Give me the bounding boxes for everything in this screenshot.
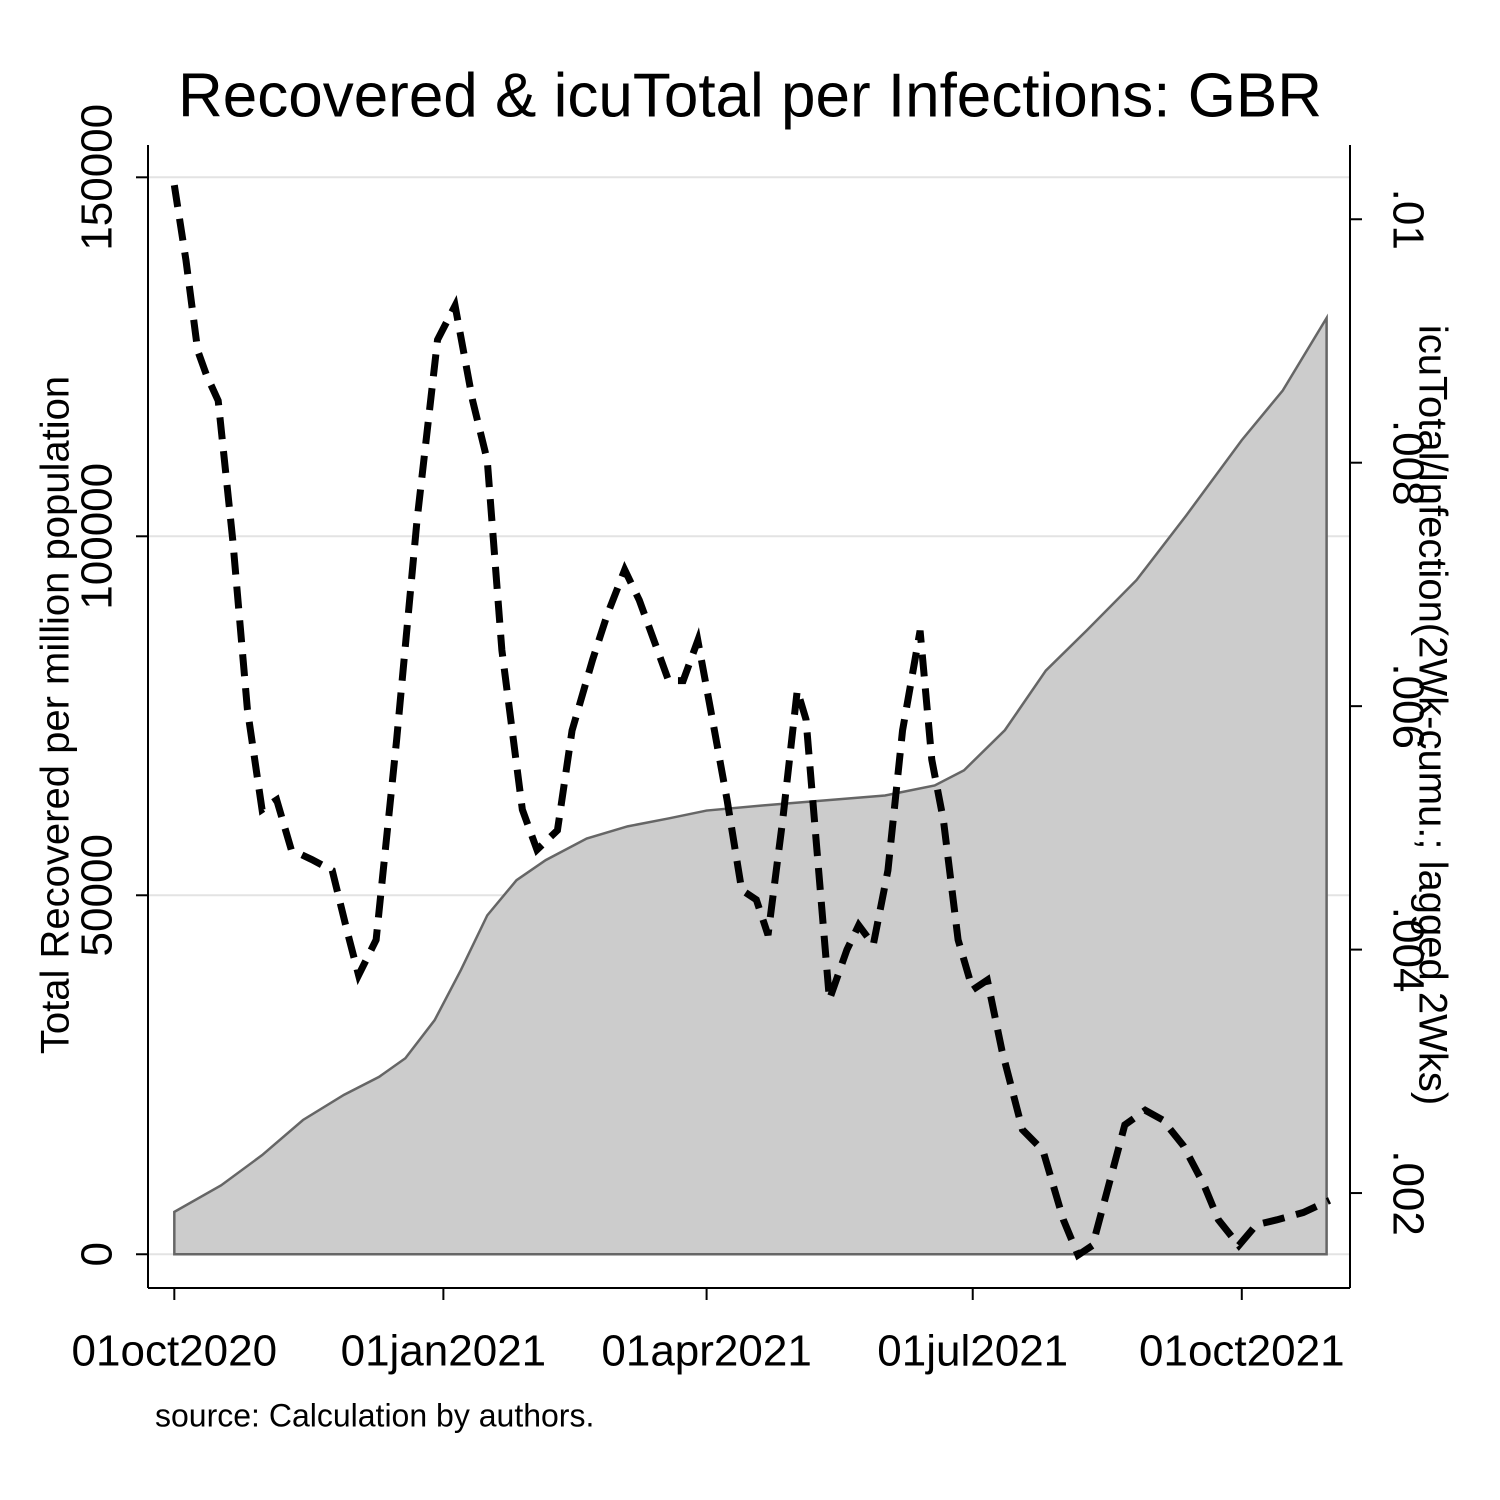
y2-axis-title: icuTotal/Infection(2Wk-cumu.; lagged 2Wk… xyxy=(1410,325,1454,1105)
y2-tick-label: .002 xyxy=(1383,1150,1432,1236)
y2-tick-label: .004 xyxy=(1383,907,1432,993)
x-tick-label: 01jan2021 xyxy=(341,1327,547,1376)
y-tick-label: 100000 xyxy=(73,463,122,610)
area xyxy=(173,313,1328,1256)
source-note: source: Calculation by authors. xyxy=(155,1397,594,1433)
x-tick-label: 01jul2021 xyxy=(877,1327,1068,1376)
y-tick-label: 0 xyxy=(73,1242,122,1266)
x-tick-label: 01apr2021 xyxy=(601,1327,811,1376)
y2-tick-label: .01 xyxy=(1383,189,1432,250)
x-tick-label: 01oct2020 xyxy=(72,1327,278,1376)
y2-tick-label: .008 xyxy=(1383,420,1432,506)
y-tick-label: 150000 xyxy=(73,104,122,251)
y-axis-title: Total Recovered per million population xyxy=(34,376,78,1054)
y-tick-label: 50000 xyxy=(73,834,122,956)
y2-tick-label: .006 xyxy=(1383,663,1432,749)
x-tick-label: 01oct2021 xyxy=(1139,1327,1345,1376)
chart-title: Recovered & icuTotal per Infections: GBR xyxy=(178,61,1322,130)
